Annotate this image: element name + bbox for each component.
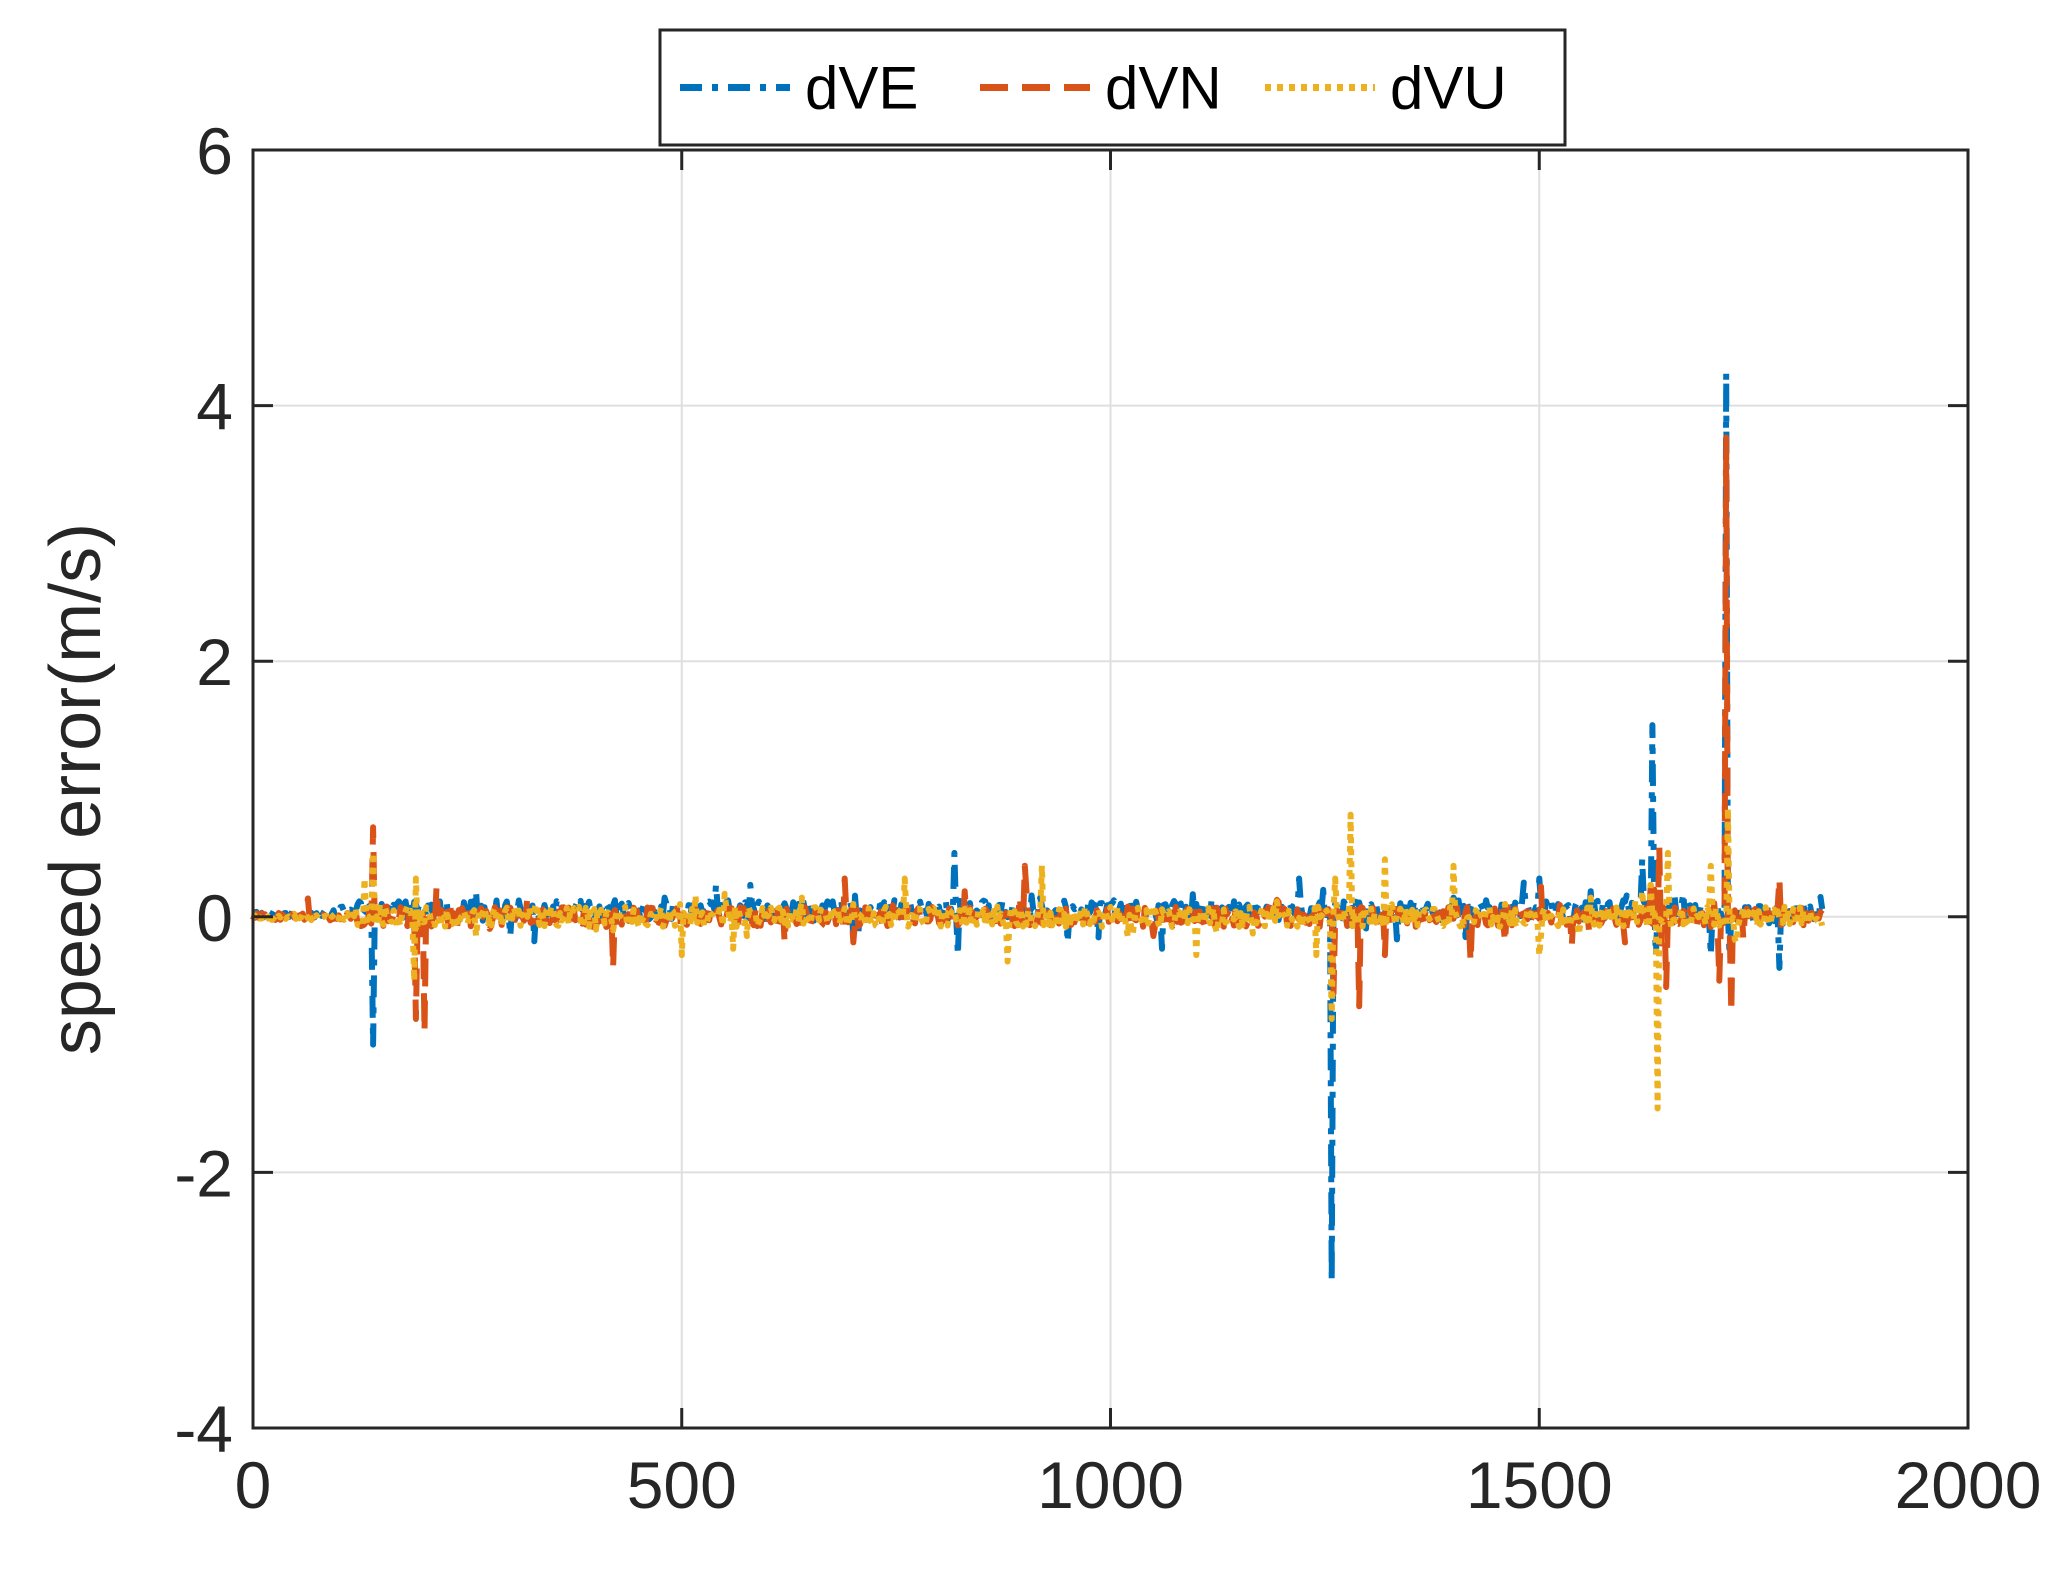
x-tick-label: 1000 <box>1037 1448 1184 1522</box>
series-group <box>250 370 1826 1284</box>
tick-labels: 0 500 1000 1500 2000 -4 -2 0 2 4 6 <box>174 114 2041 1522</box>
y-tick-label: 6 <box>196 114 233 188</box>
y-tick-label: 2 <box>196 625 233 699</box>
y-axis-label: speed error(m/s) <box>36 523 116 1055</box>
series-line-dvu <box>251 805 1826 1112</box>
ticks <box>251 148 1970 1430</box>
legend[interactable]: dVE dVN dVU <box>658 28 1567 147</box>
y-tick-label: 0 <box>196 881 233 955</box>
x-tick-label: 0 <box>235 1448 272 1522</box>
y-tick-label: 4 <box>196 370 233 444</box>
x-tick-label: 1500 <box>1466 1448 1613 1522</box>
x-tick-label: 2000 <box>1895 1448 2042 1522</box>
legend-label-dvn: dVN <box>1105 55 1222 122</box>
legend-label-dvu: dVU <box>1390 55 1507 122</box>
x-tick-label: 500 <box>627 1448 737 1522</box>
y-tick-label: -4 <box>174 1392 233 1466</box>
y-tick-label: -2 <box>174 1136 233 1210</box>
legend-label-dve: dVE <box>805 55 918 122</box>
legend-box <box>658 28 1567 147</box>
